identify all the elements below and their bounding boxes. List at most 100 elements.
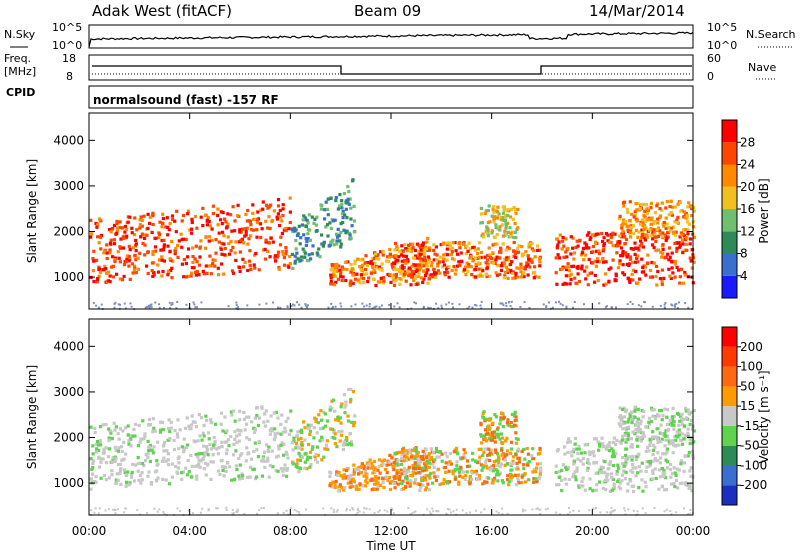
echo-cell (246, 226, 250, 230)
echo-cell (244, 230, 248, 234)
echo-cell (269, 427, 274, 431)
echo-cell (632, 224, 636, 228)
echo-cell (506, 245, 510, 249)
echo-cell (282, 263, 287, 267)
echo-cell (315, 445, 320, 449)
echo-cell (247, 219, 251, 223)
colorbar-swatch (722, 253, 737, 276)
echo-cell (638, 244, 642, 248)
noise-cell (427, 306, 430, 309)
echo-cell (660, 282, 664, 286)
noise-cell (499, 302, 502, 305)
echo-cell (583, 269, 587, 273)
echo-cell (89, 457, 93, 461)
echo-cell (155, 463, 159, 467)
echo-cell (354, 487, 358, 491)
noise-cell (451, 306, 454, 309)
echo-cell (675, 241, 679, 245)
echo-cell (423, 478, 428, 482)
echo-cell (166, 458, 170, 462)
echo-cell (474, 267, 478, 271)
echo-cell (421, 457, 425, 462)
echo-cell (555, 237, 559, 241)
echo-cell (222, 242, 226, 246)
echo-cell (644, 225, 648, 229)
echo-cell (393, 265, 397, 269)
echo-cell (421, 469, 425, 473)
echo-cell (624, 221, 628, 226)
echo-cell (626, 253, 630, 257)
echo-cell (634, 428, 638, 432)
echo-cell (415, 453, 419, 457)
noise-cell (363, 507, 366, 510)
echo-cell (510, 271, 515, 275)
echo-cell (606, 445, 610, 449)
echo-cell (580, 251, 584, 255)
echo-cell (650, 459, 654, 463)
echo-cell (343, 213, 347, 217)
echo-cell (677, 443, 681, 447)
colorbar-swatch (722, 386, 737, 407)
echo-cell (667, 440, 672, 444)
echo-cell (220, 445, 224, 449)
echo-cell (295, 434, 299, 438)
echo-cell (622, 469, 626, 473)
echo-cell (297, 224, 301, 228)
echo-cell (349, 480, 353, 484)
echo-cell (641, 431, 645, 435)
echo-cell (683, 216, 687, 220)
echo-cell (487, 476, 491, 480)
echo-cell (264, 219, 268, 223)
echo-cell (662, 220, 666, 225)
echo-cell (509, 475, 513, 479)
echo-cell (117, 256, 121, 260)
echo-cell (500, 453, 504, 457)
echo-cell (670, 471, 675, 476)
noise-cell (153, 507, 156, 510)
echo-cell (497, 432, 501, 436)
echo-cell (132, 479, 136, 483)
echo-cell (273, 435, 277, 439)
echo-cell (249, 267, 253, 271)
echo-cell (482, 410, 486, 414)
echo-cell (306, 423, 310, 427)
echo-cell (123, 470, 127, 475)
echo-cell (628, 415, 632, 419)
noise-cell (479, 304, 482, 307)
echo-cell (514, 211, 518, 215)
echo-cell (458, 242, 462, 246)
echo-cell (673, 471, 677, 475)
echo-cell (508, 226, 512, 230)
noise-cell (626, 303, 629, 306)
echo-cell (246, 208, 250, 213)
echo-cell (114, 232, 118, 236)
echo-cell (387, 255, 391, 259)
echo-cell (110, 265, 114, 269)
echo-cell (273, 254, 277, 258)
noise-cell (565, 307, 568, 310)
echo-cell (511, 459, 515, 463)
echo-cell (456, 452, 460, 456)
noise-cell (689, 508, 692, 511)
echo-cell (432, 248, 436, 252)
echo-cell (670, 260, 674, 264)
echo-cell (582, 258, 586, 262)
echo-cell (226, 212, 230, 216)
echo-cell (502, 276, 506, 280)
noise-cell (113, 508, 116, 511)
echo-cell (562, 244, 566, 248)
echo-cell (381, 253, 385, 257)
echo-cell (107, 270, 111, 274)
echo-cell (227, 242, 231, 246)
echo-cell (276, 416, 280, 420)
echo-cell (421, 483, 425, 487)
echo-cell (139, 481, 143, 485)
colorbar-swatch (722, 275, 737, 299)
echo-cell (166, 244, 170, 248)
echo-cell (690, 450, 694, 454)
echo-cell (504, 224, 508, 228)
echo-cell (644, 425, 648, 429)
echo-cell (507, 255, 511, 259)
echo-cell (595, 249, 599, 253)
noise-cell (678, 301, 680, 304)
